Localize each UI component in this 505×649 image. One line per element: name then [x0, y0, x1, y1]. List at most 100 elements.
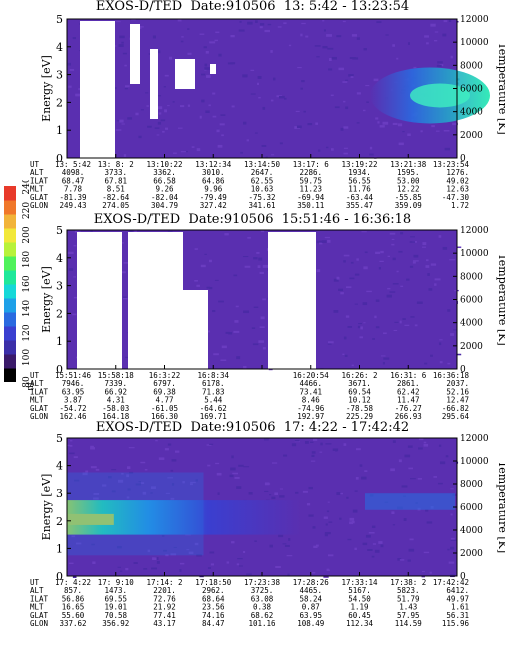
y-tick-label: 0: [56, 570, 63, 583]
table-cell: 9.26: [155, 185, 174, 194]
table-cell: 13:19:22: [341, 160, 377, 169]
spectrogram-3: 5 4 3 2 1 0 Energy [eV] 12000 10000 8000 6000 4000 2…: [30, 432, 505, 628]
table-cell: 6797.: [153, 379, 176, 388]
data-gap: [80, 21, 115, 158]
texture-pixel: [450, 539, 457, 541]
colorbar-segment: [4, 270, 16, 285]
table-cell: 59.75: [299, 176, 322, 185]
texture-pixel: [375, 299, 380, 302]
texture-pixel: [455, 353, 462, 356]
texture-pixel: [152, 35, 156, 39]
texture-pixel: [422, 242, 427, 246]
texture-pixel: [400, 285, 404, 287]
texture-pixel: [430, 354, 433, 357]
texture-pixel: [330, 148, 334, 151]
data-gap: [150, 49, 158, 119]
texture-pixel: [125, 568, 129, 571]
texture-pixel: [396, 270, 399, 273]
texture-pixel: [127, 117, 133, 120]
texture-pixel: [267, 23, 272, 26]
texture-pixel: [447, 362, 451, 365]
table-cell: 6178.: [202, 379, 225, 388]
texture-pixel: [214, 39, 218, 42]
texture-pixel: [260, 316, 265, 320]
texture-pixel: [231, 541, 235, 544]
table-cell: 51.79: [397, 594, 420, 603]
table-cell: 169.71: [200, 412, 227, 421]
texture-pixel: [302, 490, 308, 493]
texture-pixel: [155, 439, 158, 442]
texture-pixel: [163, 86, 166, 88]
table-cell: 73.41: [299, 387, 322, 396]
texture-pixel: [253, 257, 258, 260]
y-tick-label: 1: [56, 124, 63, 137]
texture-pixel: [354, 547, 357, 551]
table-cell: 13: 8: 2: [98, 160, 134, 169]
texture-pixel: [399, 320, 402, 324]
texture-pixel: [439, 361, 443, 364]
colorbar-segment: [4, 186, 16, 201]
table-cell: -74.96: [297, 404, 325, 413]
texture-pixel: [398, 250, 403, 253]
table-cell: 11.23: [299, 185, 322, 194]
texture-pixel: [129, 471, 134, 474]
texture-pixel: [263, 438, 269, 441]
table-cell: 7946.: [62, 379, 85, 388]
table-cell: 15:58:18: [98, 371, 135, 380]
texture-pixel: [408, 467, 414, 470]
plot-area: [67, 438, 459, 578]
texture-pixel: [217, 492, 220, 495]
texture-pixel: [264, 490, 269, 493]
texture-pixel: [209, 41, 216, 44]
y-tick-label-right: 10000: [460, 457, 489, 467]
texture-pixel: [279, 142, 283, 145]
texture-pixel: [311, 454, 315, 457]
texture-pixel: [431, 125, 435, 128]
texture-pixel: [344, 354, 348, 357]
table-cell: 1.19: [350, 603, 368, 612]
texture-pixel: [313, 545, 318, 549]
colorbar-label: Second Harmonic Current: [26, 381, 36, 390]
table-cell: 266.93: [395, 412, 422, 421]
texture-pixel: [231, 455, 234, 459]
table-cell: 3725.: [251, 586, 274, 595]
table-cell: 274.05: [102, 201, 129, 210]
texture-pixel: [252, 343, 259, 346]
table-row-label: GLON: [30, 412, 48, 421]
texture-pixel: [385, 34, 389, 36]
table-cell: 13:12:34: [195, 160, 232, 169]
texture-pixel: [336, 35, 342, 38]
y-tick-label-right: 10000: [460, 249, 489, 259]
texture-pixel: [439, 461, 446, 465]
table-cell: 3010.: [202, 168, 225, 177]
texture-pixel: [226, 561, 230, 564]
table-cell: 16:8:34: [197, 371, 229, 380]
table-cell: 4.77: [155, 396, 173, 405]
texture-pixel: [286, 555, 293, 557]
texture-pixel: [453, 329, 458, 331]
texture-pixel: [212, 92, 216, 95]
texture-pixel: [328, 341, 334, 344]
texture-pixel: [323, 575, 329, 578]
texture-pixel: [182, 481, 185, 484]
texture-pixel: [301, 22, 306, 25]
texture-pixel: [316, 269, 321, 273]
table-cell: 72.76: [153, 594, 176, 603]
texture-pixel: [119, 119, 124, 123]
texture-pixel: [357, 325, 361, 329]
texture-pixel: [157, 95, 162, 97]
texture-pixel: [150, 486, 156, 490]
y-tick-label: 5: [56, 13, 63, 26]
texture-pixel: [325, 146, 329, 149]
table-cell: 337.62: [59, 619, 86, 628]
y-tick-label: 2: [56, 515, 63, 528]
texture-pixel: [426, 521, 433, 524]
y-tick-label-right: 2000: [460, 549, 483, 559]
texture-pixel: [323, 29, 326, 32]
table-cell: -66.82: [442, 404, 469, 413]
texture-pixel: [120, 242, 124, 244]
texture-pixel: [413, 66, 417, 69]
texture-pixel: [333, 278, 339, 282]
data-gap: [183, 290, 208, 369]
